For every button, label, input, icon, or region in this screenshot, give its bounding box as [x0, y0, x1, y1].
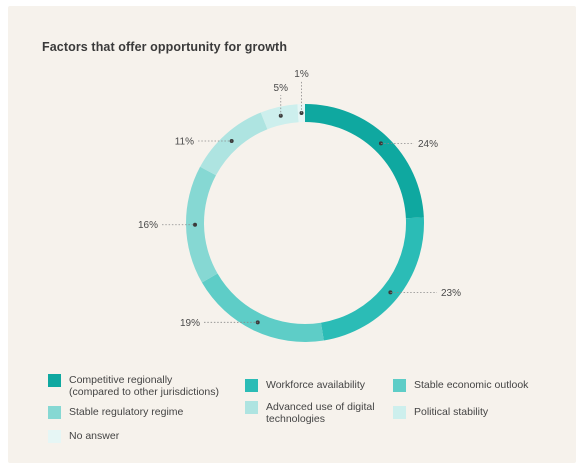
legend-label: Advanced use of digital technologies — [266, 401, 375, 425]
legend-label: Stable economic outlook — [414, 379, 529, 391]
donut-slice-stable-regulatory-regime — [186, 166, 218, 283]
chart-title: Factors that offer opportunity for growt… — [42, 40, 288, 54]
legend-item-no-answer: No answer — [48, 430, 119, 443]
legend-item-stable-regulatory-regime: Stable regulatory regime — [48, 406, 183, 419]
legend-item-stable-economic-outlook: Stable economic outlook — [393, 379, 528, 392]
slice-value-label: 19% — [180, 318, 200, 329]
slice-value-label: 16% — [138, 220, 158, 231]
legend-label: No answer — [69, 430, 120, 442]
slice-value-label: 23% — [441, 288, 461, 299]
slice-value-label: 1% — [294, 69, 309, 80]
legend-swatch — [393, 406, 406, 419]
donut-slice-advanced-use-of-digital — [200, 112, 268, 176]
chart-card — [8, 6, 576, 463]
legend-label: Stable regulatory regime — [69, 406, 184, 418]
slice-value-label: 24% — [418, 139, 438, 150]
legend-item-advanced-use-of-digital: Advanced use of digital technologies — [245, 401, 375, 425]
donut-slices — [186, 104, 424, 342]
donut-slice-stable-economic-outlook — [201, 273, 324, 342]
legend-item-political-stability: Political stability — [393, 406, 488, 419]
donut-slice-workforce-availability — [320, 217, 424, 341]
slice-value-label: 11% — [175, 137, 194, 148]
slice-label-leaders — [162, 81, 437, 325]
legend-swatch — [393, 379, 406, 392]
legend-label: Political stability — [414, 406, 489, 418]
legend-item-workforce-availability: Workforce availability — [245, 379, 365, 392]
donut-slice-competitive-regionally — [305, 104, 424, 219]
legend-swatch — [245, 379, 258, 392]
legend-label: Workforce availability — [266, 379, 366, 391]
legend-label: Competitive regionally (compared to othe… — [69, 374, 219, 398]
slice-value-label: 5% — [274, 83, 289, 94]
legend-swatch — [48, 406, 61, 419]
legend-item-competitive-regionally: Competitive regionally (compared to othe… — [48, 374, 219, 398]
slice-value-labels: 24% 23% 19% 16% 11% 5% 1% — [138, 69, 461, 329]
legend-swatch — [48, 430, 61, 443]
legend-swatch — [245, 401, 258, 414]
legend-swatch — [48, 374, 61, 387]
